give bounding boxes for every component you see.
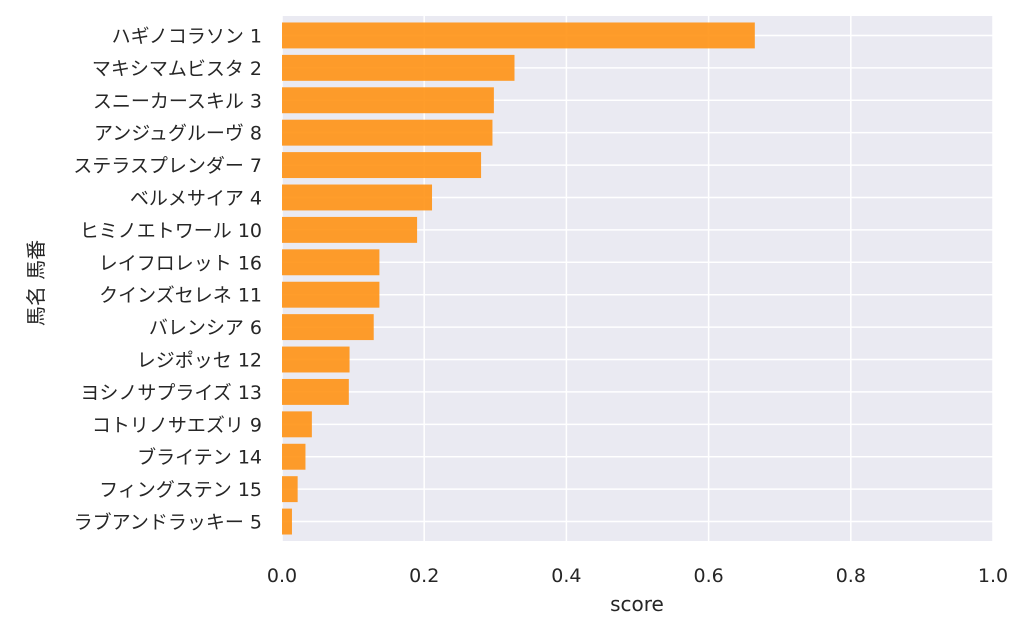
bar: [282, 152, 482, 179]
y-tick-label: マキシマムビスタ 2: [92, 58, 262, 80]
x-tick-labels: 0.0 0.2 0.4 0.6 0.8 1.0: [267, 565, 1008, 587]
x-tick-label: 0.8: [836, 565, 866, 587]
x-tick-label: 0.0: [267, 565, 297, 587]
y-tick-label: レジポッセ 12: [137, 350, 262, 372]
y-tick-label: バレンシア 6: [149, 317, 262, 339]
y-tick-labels: ハギノコラソン 1 マキシマムビスタ 2 スニーカースキル 3 アンジュグルーヴ 8 ス…: [73, 25, 262, 533]
y-tick-label: ラブアンドラッキー 5: [74, 511, 262, 534]
bar: [282, 346, 350, 373]
y-tick-label: アンジュグルーヴ 8: [94, 123, 262, 145]
bar: [282, 476, 298, 503]
y-tick-label: スニーカースキル 3: [93, 90, 262, 112]
y-tick-label: フィングステン 15: [99, 479, 262, 501]
bar: [282, 184, 433, 211]
x-tick-label: 0.6: [693, 565, 723, 587]
bar: [282, 54, 515, 81]
bar: [282, 119, 493, 146]
y-tick-label: ステラスプレンダー 7: [73, 155, 262, 177]
bar: [282, 314, 374, 341]
x-tick-label: 0.4: [551, 565, 581, 587]
bar: [282, 249, 380, 276]
y-tick-label: ハギノコラソン 1: [112, 25, 262, 47]
y-tick-label: ベルメサイア 4: [130, 187, 262, 209]
bar: [282, 508, 292, 535]
bar: [282, 411, 312, 438]
bar: [282, 22, 755, 49]
bar: [282, 216, 418, 243]
bar: [282, 443, 306, 470]
x-tick-label: 0.2: [409, 565, 439, 587]
bar: [282, 378, 349, 405]
y-tick-label: コトリノサエズリ 9: [92, 414, 262, 436]
bar: [282, 281, 380, 308]
y-tick-label: レイフロレット 16: [99, 252, 262, 274]
y-axis-label: 馬名 馬番: [24, 240, 48, 326]
y-tick-label: クインズセレネ 11: [99, 285, 262, 307]
x-axis-label: score: [610, 592, 664, 616]
bars: [282, 22, 755, 535]
y-tick-label: ヒミノエトワール 10: [80, 220, 262, 242]
bar: [282, 87, 494, 114]
y-tick-label: ブライテン 14: [137, 446, 262, 469]
y-tick-label: ヨシノサプライズ 13: [80, 382, 262, 404]
x-tick-label: 1.0: [978, 565, 1008, 587]
